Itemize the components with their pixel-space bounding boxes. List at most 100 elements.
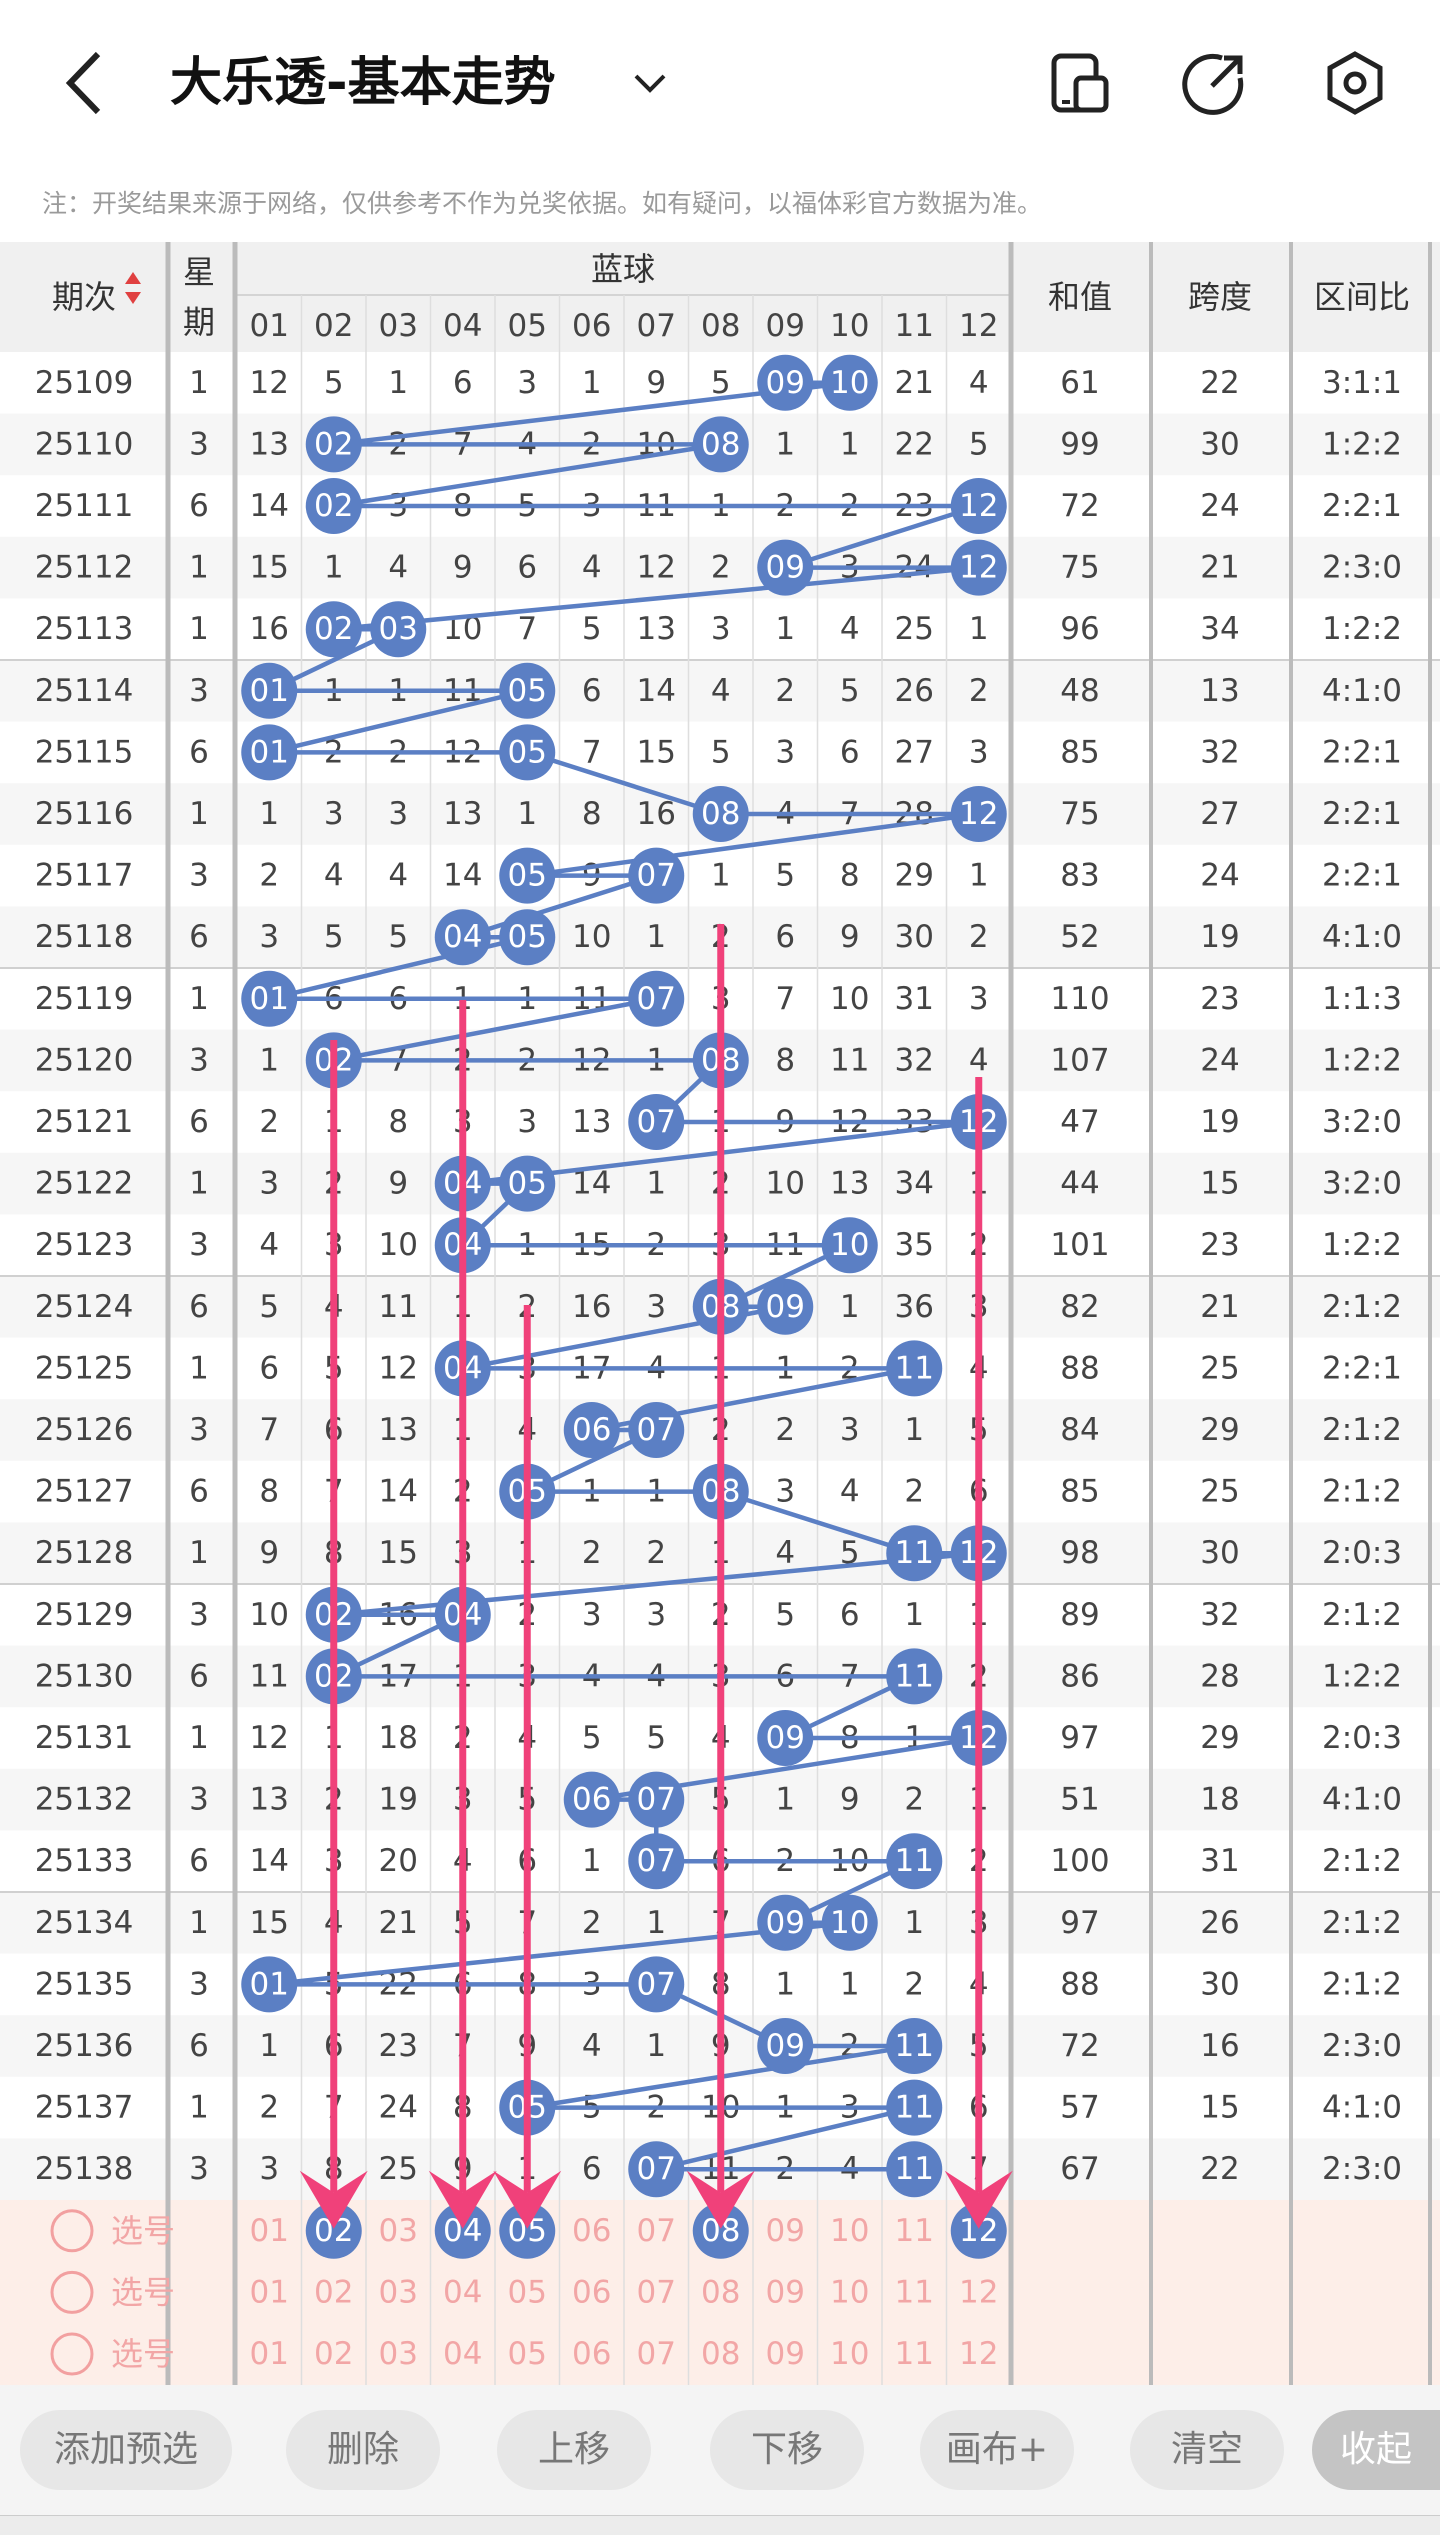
hit-ball <box>886 1525 943 1582</box>
miss-count: 13 <box>572 1104 611 1140</box>
period-cell: 25129 <box>35 1597 134 1633</box>
pick-radio[interactable] <box>50 2209 94 2253</box>
period-cell: 25126 <box>35 1412 134 1448</box>
sum-cell: 88 <box>1060 1350 1099 1386</box>
chevron-down-icon[interactable] <box>630 64 670 104</box>
col-span: 跨度 <box>1188 278 1252 316</box>
back-arrow-icon[interactable] <box>60 48 120 118</box>
span-cell: 27 <box>1200 796 1239 832</box>
miss-count: 10 <box>379 1227 418 1263</box>
hit-ball-number: 06 <box>572 1782 611 1818</box>
ratio-cell: 2:1:2 <box>1322 1474 1402 1510</box>
period-cell: 25114 <box>35 673 134 709</box>
share-icon[interactable] <box>1182 50 1248 116</box>
week-cell: 6 <box>189 2028 209 2064</box>
hit-ball-number: 02 <box>314 426 353 462</box>
clear-button[interactable]: 清空 <box>1130 2410 1284 2490</box>
hit-ball <box>886 1833 943 1890</box>
miss-count: 8 <box>388 1104 408 1140</box>
hit-ball <box>499 847 556 904</box>
miss-count: 6 <box>840 734 860 770</box>
miss-count: 10 <box>572 919 611 955</box>
picked-ball[interactable] <box>692 2202 749 2259</box>
row-stripe <box>0 536 1440 599</box>
collapse-button[interactable]: 收起 <box>1312 2410 1440 2490</box>
miss-count: 16 <box>250 611 289 647</box>
period-cell: 25109 <box>35 365 134 401</box>
miss-count: 10 <box>766 1166 805 1202</box>
period-cell: 25134 <box>35 1905 134 1941</box>
miss-count: 9 <box>840 1782 860 1818</box>
ratio-cell: 2:1:2 <box>1322 1412 1402 1448</box>
miss-count: 15 <box>250 1905 289 1941</box>
period-cell: 25130 <box>35 1658 134 1694</box>
week-cell: 6 <box>189 1843 209 1879</box>
picked-ball[interactable] <box>434 2202 491 2259</box>
col-period: 期次 <box>52 278 116 316</box>
miss-count: 14 <box>379 1474 418 1510</box>
miss-count: 3 <box>388 796 408 832</box>
hit-ball-number: 10 <box>830 1227 869 1263</box>
miss-count: 5 <box>582 1720 602 1756</box>
column-divider <box>1289 242 1293 2385</box>
week-cell: 6 <box>189 488 209 524</box>
hit-ball-number: 01 <box>250 734 289 770</box>
hit-ball-number: 11 <box>895 1350 934 1386</box>
hit-ball-number: 11 <box>895 1843 934 1879</box>
miss-count: 1 <box>259 2028 279 2064</box>
page-title: 大乐透-基本走势 <box>170 53 556 113</box>
sum-cell: 97 <box>1060 1720 1099 1756</box>
picked-ball[interactable] <box>305 2202 362 2259</box>
sort-down-icon[interactable] <box>125 292 141 304</box>
phone-layout-icon[interactable] <box>1048 50 1114 116</box>
miss-count: 2 <box>904 1782 924 1818</box>
span-cell: 23 <box>1200 981 1239 1017</box>
miss-count: 13 <box>250 1782 289 1818</box>
hit-ball <box>305 601 362 658</box>
hit-ball-number: 07 <box>637 2151 676 2187</box>
span-cell: 30 <box>1200 1535 1239 1571</box>
pick-ball: 07 <box>637 2274 676 2310</box>
pick-arrow-head <box>299 2170 368 2229</box>
canvas-plus-button[interactable]: 画布+ <box>920 2410 1074 2490</box>
miss-count: 32 <box>895 1042 934 1078</box>
settings-hexagon-icon[interactable] <box>1322 50 1388 116</box>
sum-cell: 44 <box>1060 1166 1099 1202</box>
span-cell: 26 <box>1200 1905 1239 1941</box>
hit-ball <box>757 1894 814 1951</box>
hit-ball <box>370 601 427 658</box>
ratio-cell: 2:1:2 <box>1322 1843 1402 1879</box>
miss-count: 2 <box>259 2090 279 2126</box>
miss-count: 27 <box>895 734 934 770</box>
ratio-cell: 2:1:2 <box>1322 1289 1402 1325</box>
miss-count: 12 <box>379 1350 418 1386</box>
move-down-button[interactable]: 下移 <box>710 2410 864 2490</box>
miss-count: 1 <box>775 1782 795 1818</box>
week-cell: 3 <box>189 1412 209 1448</box>
picked-ball[interactable] <box>499 2202 556 2259</box>
col-blue: 蓝球 <box>591 250 655 288</box>
miss-count: 19 <box>379 1782 418 1818</box>
sort-up-icon[interactable] <box>125 272 141 284</box>
delete-button[interactable]: 删除 <box>286 2410 440 2490</box>
add-preselect-button[interactable]: 添加预选 <box>20 2410 232 2490</box>
hit-ball <box>821 1217 878 1274</box>
miss-count: 3 <box>646 1289 666 1325</box>
picked-ball[interactable] <box>950 2202 1007 2259</box>
miss-count: 2 <box>582 1905 602 1941</box>
hit-ball-number: 07 <box>637 1782 676 1818</box>
pick-radio[interactable] <box>50 2332 94 2376</box>
pick-ball: 10 <box>830 2213 869 2249</box>
pick-radio[interactable] <box>50 2270 94 2314</box>
miss-count: 1 <box>646 919 666 955</box>
miss-count: 15 <box>379 1535 418 1571</box>
hit-ball <box>628 1402 685 1458</box>
miss-count: 3 <box>517 1104 537 1140</box>
span-cell: 31 <box>1200 1843 1239 1879</box>
move-up-button[interactable]: 上移 <box>497 2410 651 2490</box>
miss-count: 4 <box>969 1042 989 1078</box>
pick-label: 选号 <box>111 2273 175 2311</box>
hit-ball <box>950 539 1007 596</box>
sum-cell: 75 <box>1060 550 1099 586</box>
miss-count: 4 <box>840 1474 860 1510</box>
